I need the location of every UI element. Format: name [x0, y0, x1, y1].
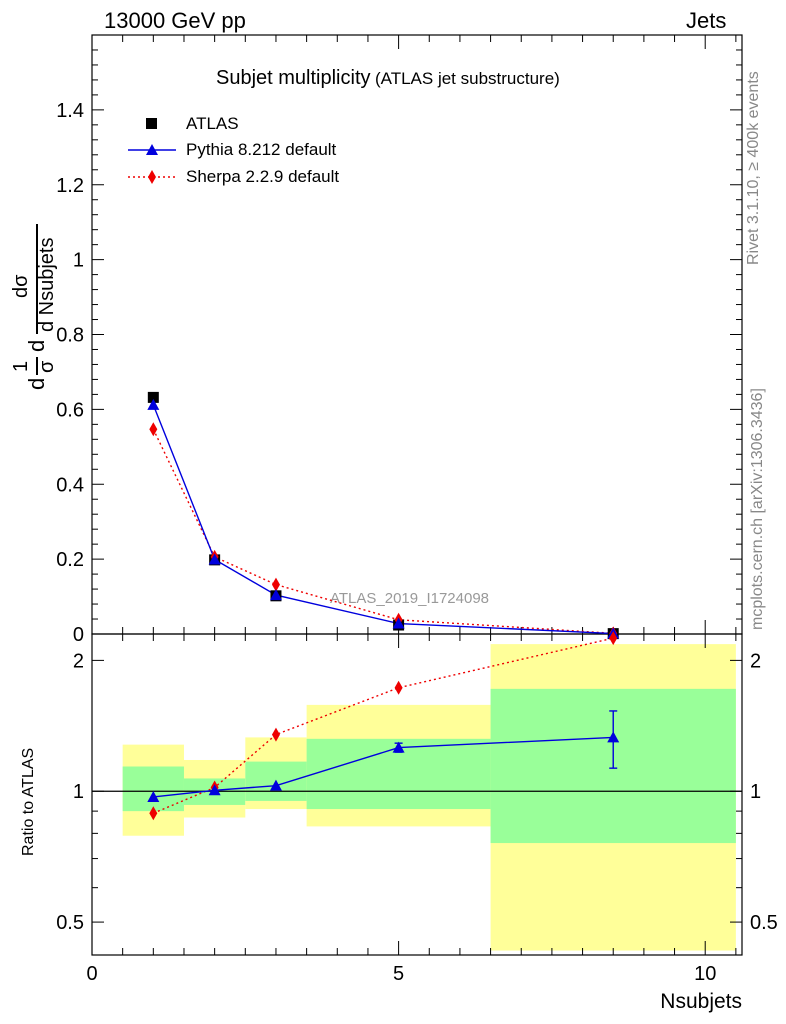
legend-label-atlas: ATLAS: [186, 114, 239, 133]
sherpa-ratio-point: [271, 727, 280, 742]
x-axis-label: Nsubjets: [660, 990, 742, 1013]
pythia-ratio-point: [147, 790, 160, 802]
legend-square-marker: [146, 118, 157, 129]
pythia-data-point: [208, 553, 221, 565]
sherpa-data-point: [149, 422, 158, 437]
stat-uncertainty-band-0: [122, 766, 184, 812]
legend-label-pythia: Pythia 8.212 default: [186, 140, 337, 159]
pythia-ratio-point: [607, 731, 620, 743]
analysis-id: ATLAS_2019_I1724098: [330, 590, 490, 607]
sherpa-ratio-point: [149, 806, 158, 821]
ratio-y-tick-label-right: 1: [750, 781, 761, 803]
sherpa-line: [152, 428, 614, 635]
main-y-tick-label: 1.2: [56, 175, 84, 197]
category-label: Jets: [686, 8, 727, 33]
main-panel-series: [147, 391, 620, 641]
main-y-tick-label: 0.6: [56, 399, 84, 421]
energy-label: 13000 GeV pp: [104, 8, 246, 33]
main-y-tick-label: 0: [73, 624, 84, 646]
ratio-y-tick-label-right: 0.5: [750, 912, 778, 934]
main-y-tick-label: 0.4: [56, 474, 84, 496]
axis-ticks: [91, 34, 742, 955]
ratio-y-tick-label: 2: [73, 650, 84, 672]
plot-title-sub: (ATLAS jet substructure): [374, 69, 560, 88]
legend-diamond-marker: [128, 170, 176, 184]
pythia-data-point: [269, 589, 282, 601]
atlas-data-point: [147, 391, 159, 403]
ratio-panel-series: [147, 631, 620, 821]
pythia-data-point: [392, 617, 405, 629]
pythia-ratio-point: [269, 779, 282, 791]
legend-label-sherpa: Sherpa 2.2.9 default: [186, 167, 340, 186]
axis-tick-labels: 0 0.2 0.4 0.6 0.8 1 1.2 1.4 0.5 0.5 1 1 2 2 0 5 10: [56, 100, 778, 985]
pythia-ratio-point: [208, 784, 221, 796]
sherpa-ratio-point: [609, 631, 618, 646]
plot-title: Subjet multiplicity (ATLAS jet substruct…: [216, 67, 560, 90]
legend-triangle-marker: [128, 144, 176, 155]
pythia-ratio-point: [392, 741, 405, 753]
sherpa-data-point: [271, 577, 280, 592]
ratio-panel-frame: [91, 633, 743, 956]
main-y-tick-label: 0.8: [56, 325, 84, 347]
plot-title-main: Subjet multiplicity: [216, 67, 371, 89]
main-y-tick-label: 1.4: [56, 100, 84, 122]
pythia-data-point: [147, 398, 160, 410]
pythia-line: [152, 404, 614, 635]
ratio-uncertainty-bands: [122, 644, 736, 951]
x-tick-label: 5: [393, 963, 404, 985]
ratio-y-tick-label-right: 2: [750, 650, 761, 672]
x-tick-label: 0: [86, 963, 97, 985]
ratio-y-tick-label: 1: [73, 781, 84, 803]
main-y-tick-label: 0.2: [56, 549, 84, 571]
ratio-y-tick-label: 0.5: [56, 912, 84, 934]
main-y-tick-label: 1: [73, 250, 84, 272]
main-panel-frame: [91, 34, 743, 635]
sherpa-ratio-point: [394, 680, 403, 695]
x-tick-label: 10: [694, 963, 716, 985]
